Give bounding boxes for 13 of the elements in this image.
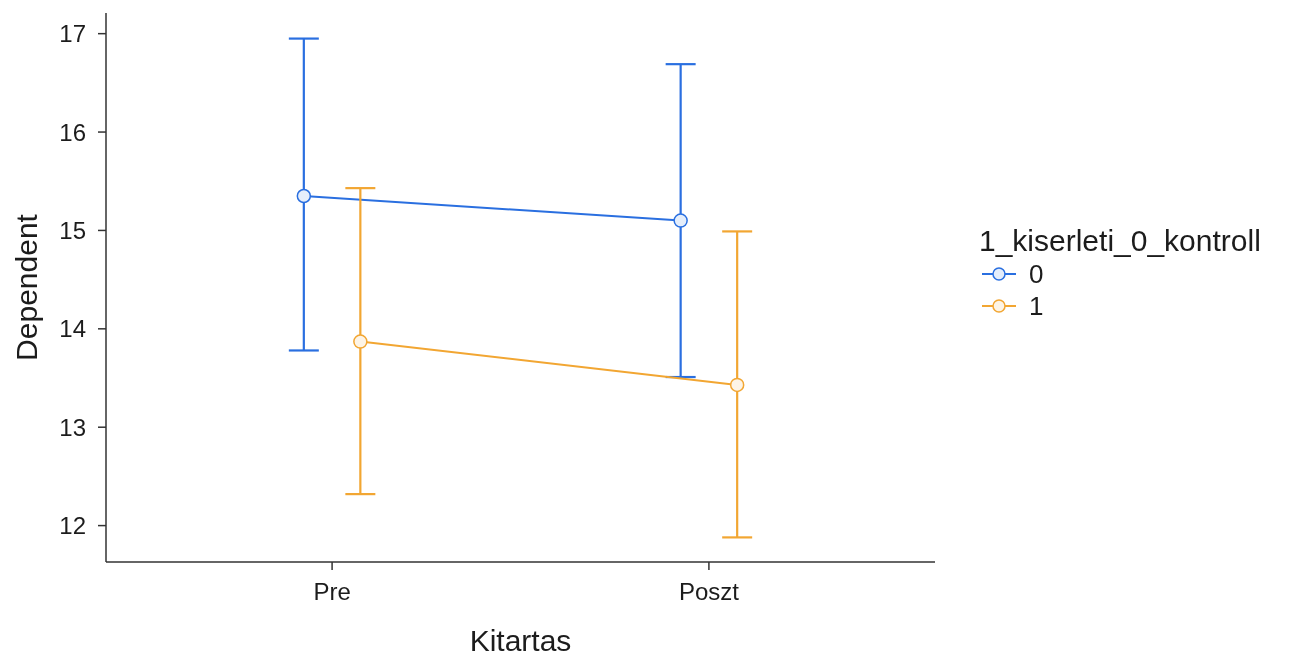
legend-label: 0 [1029,258,1044,289]
x-tick-label: Pre [313,578,351,606]
y-axis-title: Dependent [9,213,43,361]
y-tick-label: 16 [59,118,86,146]
legend-title: 1_kiserleti_0_kontroll [979,223,1262,258]
y-tick-label: 12 [59,512,86,540]
y-tick-label: 17 [59,20,86,48]
x-tick-label: Poszt [678,578,740,606]
y-tick-label: 13 [59,413,86,441]
x-axis-title: Kitartas [469,623,572,657]
y-tick-label: 14 [59,315,86,343]
y-tick-label: 15 [59,216,86,244]
legend-label: 1 [1029,290,1044,321]
